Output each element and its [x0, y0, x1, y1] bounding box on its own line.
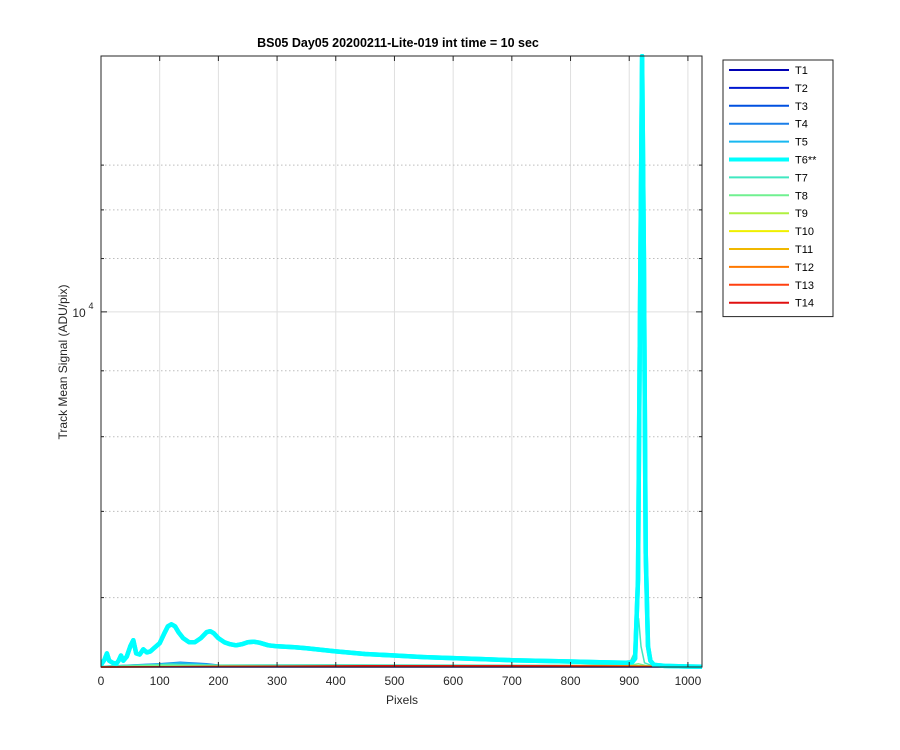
x-axis-ticks: 0 100 200 300 400 500 600 700 800 900 1000	[98, 56, 702, 688]
y-axis-label: Track Mean Signal (ADU/pix)	[56, 285, 70, 440]
plot-area	[101, 56, 702, 667]
series-line-highlight	[101, 54, 702, 669]
legend-label: T4	[795, 119, 808, 131]
legend-label: T9	[795, 208, 808, 220]
legend: T1 T2 T3 T4 T5 T6** T7 T8 T9 T10 T11 T12 T13 T14	[722, 59, 834, 318]
x-tick-label: 400	[326, 674, 346, 688]
x-tick-label: 0	[98, 674, 105, 688]
legend-label: T1	[795, 65, 808, 77]
x-tick-label: 700	[502, 674, 522, 688]
x-axis-label: Pixels	[386, 693, 418, 707]
legend-label: T3	[795, 101, 808, 113]
chart-title: BS05 Day05 20200211-Lite-019 int time = …	[257, 36, 539, 50]
y-tick-label: 10	[72, 306, 86, 320]
legend-label: T13	[795, 280, 814, 292]
grid-lines	[101, 56, 702, 667]
legend-label: T5	[795, 137, 808, 149]
x-tick-label: 500	[384, 674, 404, 688]
x-tick-label: 1000	[675, 674, 702, 688]
plot-frame	[100, 55, 703, 668]
legend-label: T6**	[795, 155, 817, 167]
legend-label: T7	[795, 172, 808, 184]
x-tick-label: 100	[150, 674, 170, 688]
legend-label: T12	[795, 262, 814, 274]
legend-box	[722, 59, 834, 318]
x-tick-label: 200	[208, 674, 228, 688]
x-tick-label: 800	[561, 674, 581, 688]
legend-label: T2	[795, 83, 808, 95]
legend-label: T10	[795, 226, 814, 238]
legend-label: T14	[795, 298, 814, 310]
y-axis-ticks: 10 4	[72, 164, 702, 599]
y-tick-label-exponent: 4	[88, 301, 93, 311]
x-tick-label: 900	[619, 674, 639, 688]
x-tick-label: 300	[267, 674, 287, 688]
x-tick-label: 600	[443, 674, 463, 688]
legend-label: T8	[795, 190, 808, 202]
legend-label: T11	[795, 244, 813, 256]
